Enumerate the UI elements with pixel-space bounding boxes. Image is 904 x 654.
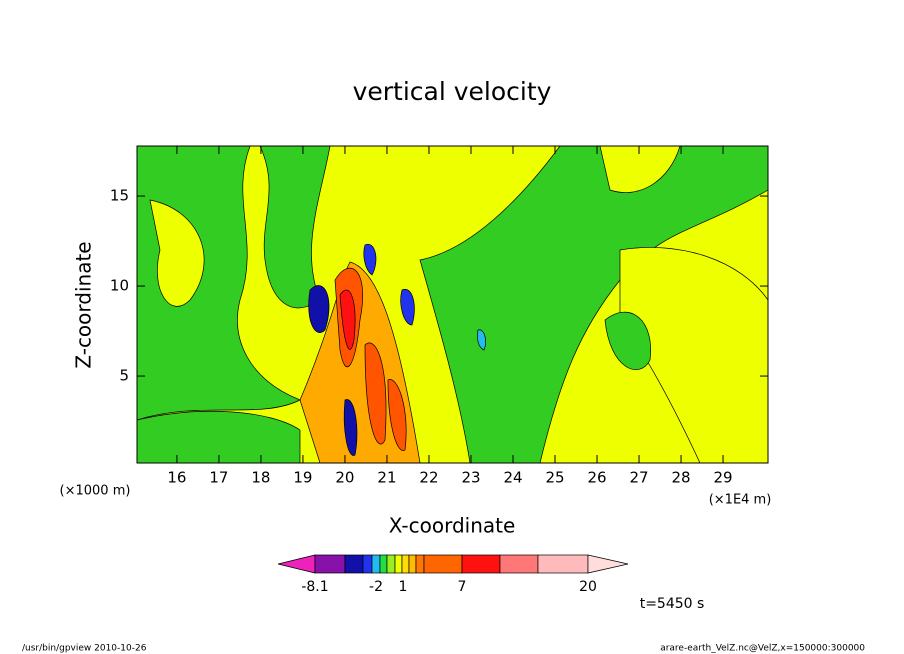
contour-region xyxy=(343,399,358,456)
colorbar-tick-label: 7 xyxy=(458,579,467,595)
contour-region xyxy=(387,379,407,451)
y-unit: (×1000 m) xyxy=(60,484,131,499)
contour-region xyxy=(137,410,301,463)
x-tick-label: 26 xyxy=(587,469,606,487)
y-tick-label: 5 xyxy=(119,367,129,385)
x-tick-label: 24 xyxy=(503,469,522,487)
colorbar-cell xyxy=(415,554,425,574)
x-tick-label: 16 xyxy=(167,469,186,487)
y-tick-label: 15 xyxy=(110,187,129,205)
colorbar-cell xyxy=(277,554,316,574)
colorbar-cell xyxy=(461,554,501,574)
colorbar-tick-label: -2 xyxy=(369,579,383,595)
colorbar-cell xyxy=(537,554,589,574)
colorbar-cell xyxy=(314,554,346,574)
colorbar-cell xyxy=(423,554,463,574)
x-tick-label: 25 xyxy=(545,469,564,487)
x-tick-label: 23 xyxy=(461,469,480,487)
colorbar-cell xyxy=(394,554,403,574)
contour-region xyxy=(259,146,331,309)
colorbar-tick-label: 20 xyxy=(579,579,597,595)
contour-region xyxy=(364,342,387,445)
colorbar-cell xyxy=(344,554,364,574)
contour-region xyxy=(149,199,205,307)
x-unit: (×1E4 m) xyxy=(709,493,772,508)
contour-region xyxy=(604,311,651,370)
chart-title: vertical velocity xyxy=(353,77,552,106)
x-tick-label: 17 xyxy=(209,469,228,487)
contour-region xyxy=(363,243,377,276)
contour-region xyxy=(477,329,486,351)
x-tick-label: 28 xyxy=(671,469,690,487)
colorbar-tick-label: 1 xyxy=(399,579,408,595)
colorbar-cell xyxy=(386,554,396,574)
x-tick-label: 18 xyxy=(251,469,270,487)
footer-right: arare-earth_VelZ.nc@VelZ,x=150000:300000 xyxy=(660,644,865,654)
colorbar-cell xyxy=(408,554,417,574)
colorbar-cell xyxy=(587,554,629,574)
colorbar-cell xyxy=(401,554,410,574)
x-tick-label: 22 xyxy=(419,469,438,487)
y-axis-label: Z-coordinate xyxy=(72,241,96,368)
x-tick-label: 27 xyxy=(629,469,648,487)
footer-left: /usr/bin/gpview 2010-10-26 xyxy=(22,644,147,654)
colorbar-cell xyxy=(499,554,539,574)
x-tick-label: 21 xyxy=(377,469,396,487)
annotation: t=5450 s xyxy=(640,596,705,612)
x-tick-label: 20 xyxy=(335,469,354,487)
colorbar-cell xyxy=(379,554,388,574)
contour-region xyxy=(599,146,681,193)
plot-frame xyxy=(136,145,769,464)
colorbar-cell xyxy=(371,554,381,574)
colorbar-cell xyxy=(362,554,373,574)
x-axis-label: X-coordinate xyxy=(389,514,516,538)
contour-region xyxy=(400,288,415,326)
contour-field xyxy=(137,146,768,463)
x-tick-label: 19 xyxy=(293,469,312,487)
x-tick-label: 29 xyxy=(714,469,733,487)
y-tick-label: 10 xyxy=(110,277,129,295)
contour-region xyxy=(308,285,330,333)
colorbar-tick-label: -8.1 xyxy=(301,579,328,595)
contour-region xyxy=(339,289,356,350)
